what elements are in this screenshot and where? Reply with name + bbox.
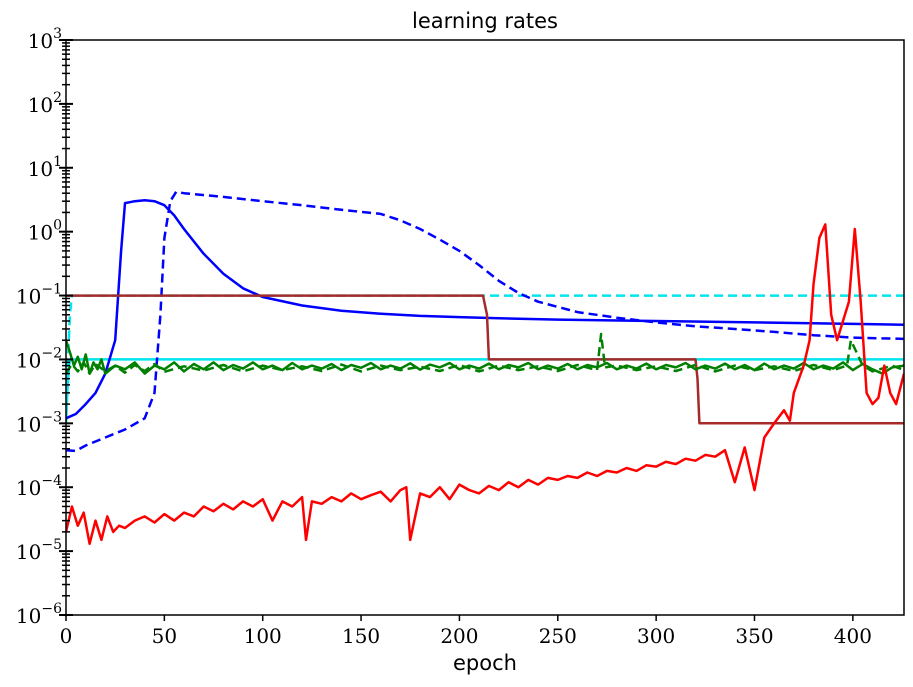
x-tick-label: 300 [637,624,675,648]
y-tick-label: 101 [28,154,62,181]
y-tick-label: 10−1 [16,282,62,309]
x-tick-labels: 0 50 100 150 200 250 300 350 400 [60,624,872,648]
y-tick-label: 10−6 [16,601,62,628]
plot-frame [65,39,905,616]
series-line-5 [66,294,904,425]
y-tick-label: 10−4 [16,473,62,500]
x-tick-label: 350 [735,624,773,648]
y-tick-label: 103 [28,26,62,53]
x-axis-label: epoch [453,651,517,675]
x-tick-label: 0 [60,624,73,648]
y-tick-label: 10−5 [16,537,62,564]
x-tick-label: 250 [539,624,577,648]
chart-title: learning rates [412,9,558,33]
y-tick-label: 100 [28,218,62,245]
x-tick-label: 200 [440,624,478,648]
x-tick-label: 150 [342,624,380,648]
y-tick-label: 10−2 [16,345,62,372]
series-line-3 [66,199,904,420]
series-layer [66,190,904,546]
y-tick-labels: 10−6 10−5 10−4 10−3 10−2 10−1 100 101 102 103 [16,26,62,628]
series-line-4 [66,190,904,453]
series-line-8 [66,223,904,546]
y-tick-label: 102 [28,90,62,117]
x-tick-label: 50 [152,624,177,648]
series-line-7 [66,332,904,375]
x-tick-label: 400 [834,624,872,648]
y-tick-label: 10−3 [16,409,62,436]
x-tick-label: 100 [244,624,282,648]
plot-background [66,40,904,615]
